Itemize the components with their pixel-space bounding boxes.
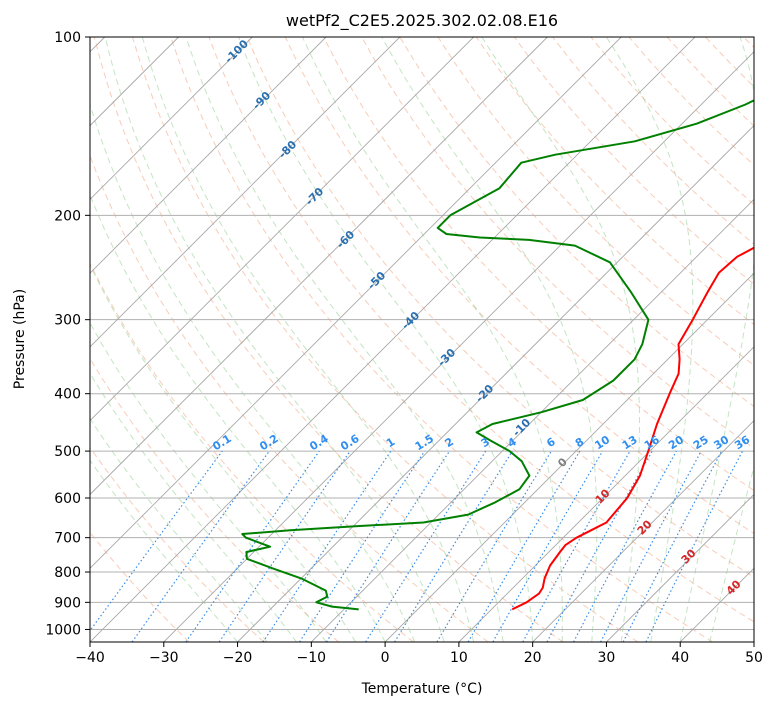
isotherm-line bbox=[606, 493, 754, 642]
x-tick-label: 0 bbox=[381, 650, 390, 666]
moist-adiabat-line bbox=[141, 37, 475, 642]
y-axis-ticks: 100 200 300 400 500 600 700 800 900 1000 bbox=[45, 30, 90, 638]
dry-adiabat-line bbox=[90, 357, 339, 642]
x-tick-label: 30 bbox=[598, 650, 616, 666]
y-tick-label: 800 bbox=[54, 565, 81, 581]
dry-adiabat-line bbox=[437, 37, 754, 366]
x-axis-label: Temperature (°C) bbox=[361, 681, 483, 697]
isotherm-line bbox=[384, 272, 754, 642]
moist-adiabat-line bbox=[90, 321, 327, 642]
dry-adiabat-line bbox=[90, 446, 265, 642]
y-tick-label: 1000 bbox=[45, 622, 81, 638]
x-tick-label: 20 bbox=[524, 650, 542, 666]
skewed-isotherms bbox=[90, 37, 754, 642]
x-axis-ticks: −40 −30 −20 −10 0 10 20 30 40 50 bbox=[75, 642, 763, 666]
isotherm-line bbox=[163, 51, 754, 642]
isotherm-line bbox=[90, 37, 401, 348]
dry-adiabat-line bbox=[170, 37, 713, 642]
mixing-ratio-line bbox=[218, 450, 351, 642]
moist-adiabat-line bbox=[90, 417, 268, 642]
dewpoint-profile-line bbox=[241, 99, 754, 611]
moist-adiabat-line bbox=[185, 37, 504, 642]
dry-adiabat-line bbox=[246, 37, 754, 578]
moist-adiabat-line bbox=[481, 37, 640, 642]
x-tick-label: −20 bbox=[223, 650, 253, 666]
moist-adiabat-line bbox=[90, 263, 357, 642]
mixing-ratio-line bbox=[299, 450, 426, 642]
y-tick-label: 700 bbox=[54, 531, 81, 547]
moist-adiabat-line bbox=[90, 193, 386, 642]
x-tick-label: 50 bbox=[745, 650, 763, 666]
y-tick-label: 400 bbox=[54, 387, 81, 403]
dry-adiabat-line bbox=[208, 37, 754, 623]
moist-adiabat-line bbox=[709, 464, 754, 642]
plot-frame bbox=[89, 36, 755, 643]
mixing-ratio-line bbox=[645, 450, 744, 642]
x-tick-label: −30 bbox=[149, 650, 179, 666]
dry-adiabat-line bbox=[284, 37, 754, 535]
x-tick-label: 40 bbox=[671, 650, 689, 666]
moist-adiabat-line bbox=[90, 459, 238, 642]
dry-adiabats bbox=[90, 37, 754, 642]
chart-title: wetPf2_C2E5.2025.302.02.08.E16 bbox=[286, 11, 558, 31]
moist-adiabat-line bbox=[90, 372, 297, 642]
plot-area bbox=[90, 37, 754, 642]
mixing-ratio-line bbox=[522, 450, 631, 642]
x-tick-label: −40 bbox=[75, 650, 105, 666]
isotherm-line bbox=[311, 198, 754, 642]
y-tick-label: 900 bbox=[54, 595, 81, 611]
y-axis-label: Pressure (hPa) bbox=[12, 289, 28, 389]
x-tick-label: −10 bbox=[297, 650, 327, 666]
y-tick-label: 100 bbox=[54, 30, 81, 46]
isotherm-line bbox=[532, 420, 754, 642]
isotherm-line bbox=[90, 37, 253, 200]
isotherm-line bbox=[237, 124, 754, 642]
isotherm-line bbox=[90, 37, 474, 422]
isotherm-line bbox=[90, 37, 622, 569]
mixing-ratio-line bbox=[546, 450, 653, 642]
moist-adiabat-line bbox=[104, 37, 445, 642]
dry-adiabat-line bbox=[90, 262, 414, 642]
y-tick-label: 500 bbox=[54, 444, 81, 460]
mixing-ratio-line bbox=[185, 450, 320, 642]
dry-adiabat-line bbox=[323, 37, 754, 492]
mixing-ratio-line bbox=[131, 450, 270, 642]
temperature-profile-line bbox=[511, 246, 754, 611]
sounding-profiles bbox=[241, 99, 754, 611]
dry-adiabat-line bbox=[399, 37, 754, 408]
moist-adiabat-line bbox=[679, 37, 754, 642]
mixing-ratio-line bbox=[90, 450, 223, 632]
y-tick-label: 300 bbox=[54, 313, 81, 329]
dry-adiabat-line bbox=[132, 37, 639, 642]
moist-adiabat-line bbox=[381, 37, 598, 642]
x-tick-label: 10 bbox=[450, 650, 468, 666]
isotherm-line bbox=[458, 346, 754, 642]
mixing-ratio-line bbox=[572, 450, 677, 642]
isotherm-line bbox=[90, 37, 548, 496]
moist-adiabat-line bbox=[302, 37, 563, 642]
moist-adiabat-line bbox=[605, 37, 694, 642]
moist-adiabat-line bbox=[90, 102, 416, 642]
isotherm-line bbox=[90, 37, 696, 642]
dry-adiabat-line bbox=[93, 37, 564, 642]
dry-adiabat-line bbox=[513, 37, 754, 285]
mixing-ratio-line bbox=[325, 450, 450, 642]
mixing-ratio-line bbox=[394, 450, 513, 642]
mixing-ratio-lines bbox=[90, 450, 744, 642]
dry-adiabat-line bbox=[475, 37, 754, 326]
y-tick-label: 600 bbox=[54, 491, 81, 507]
mixing-ratio-line bbox=[262, 450, 392, 642]
isotherm-line bbox=[90, 37, 327, 274]
y-tick-label: 200 bbox=[54, 208, 81, 224]
